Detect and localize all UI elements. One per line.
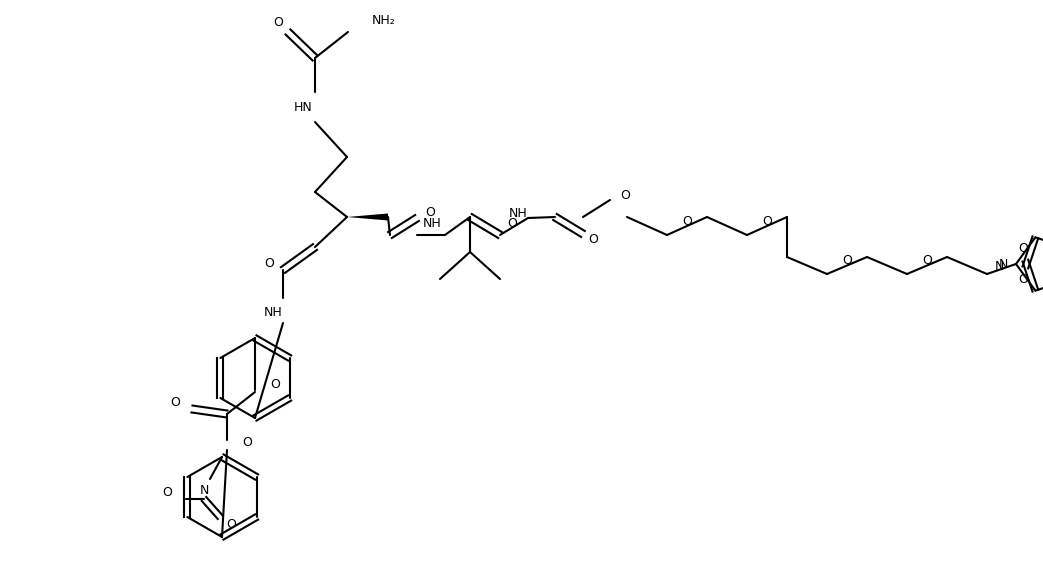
Text: O: O bbox=[273, 16, 283, 29]
Text: NH: NH bbox=[509, 206, 528, 219]
Text: O: O bbox=[162, 486, 172, 499]
Text: O: O bbox=[270, 379, 280, 392]
Polygon shape bbox=[347, 214, 388, 220]
Text: O: O bbox=[226, 517, 236, 531]
Text: O: O bbox=[922, 254, 932, 266]
Text: O: O bbox=[1018, 273, 1028, 286]
Text: N: N bbox=[199, 485, 209, 498]
Text: O: O bbox=[426, 205, 435, 218]
Text: O: O bbox=[242, 435, 251, 448]
Text: NH: NH bbox=[422, 217, 441, 229]
Text: O: O bbox=[588, 232, 598, 246]
Text: O: O bbox=[170, 396, 180, 408]
Text: O: O bbox=[682, 214, 692, 228]
Text: O: O bbox=[507, 217, 517, 229]
Text: O: O bbox=[762, 214, 772, 228]
Text: O: O bbox=[842, 254, 852, 266]
Text: NH: NH bbox=[264, 306, 283, 319]
Text: N: N bbox=[995, 260, 1004, 273]
Text: N: N bbox=[998, 257, 1008, 270]
Text: NH₂: NH₂ bbox=[372, 13, 395, 26]
Text: O: O bbox=[1018, 242, 1028, 255]
Text: HN: HN bbox=[294, 100, 312, 113]
Text: O: O bbox=[620, 188, 630, 201]
Text: O: O bbox=[264, 256, 274, 269]
